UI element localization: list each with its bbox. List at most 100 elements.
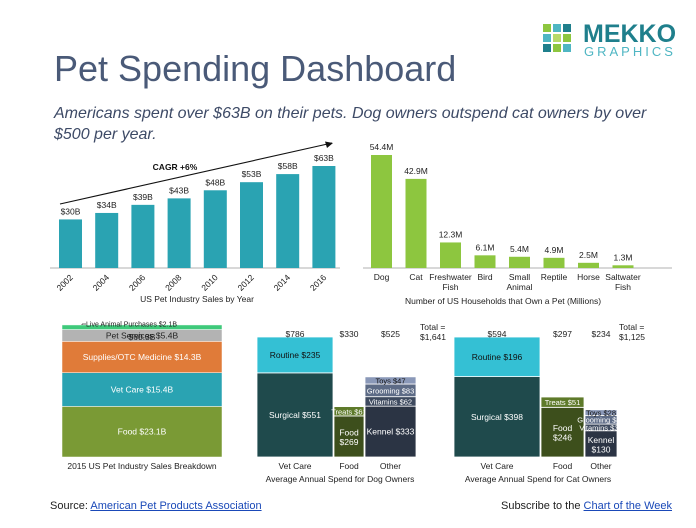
bar — [312, 166, 336, 268]
column-total-label: $330 — [340, 329, 359, 339]
data-label: 12.3M — [439, 229, 463, 239]
page-title: Pet Spending Dashboard — [54, 48, 457, 89]
tick-label: 2002 — [54, 272, 75, 293]
logo-square — [543, 44, 551, 52]
bar — [59, 219, 82, 268]
chart-title: Number of US Households that Own a Pet (… — [405, 296, 601, 306]
segment-label: Kennel $333 — [367, 427, 415, 437]
chart-title: 2015 US Pet Industry Sales Breakdown — [67, 461, 217, 471]
column-total-label: $525 — [381, 329, 400, 339]
data-label: $58B — [278, 161, 298, 171]
tick-label: Freshwater — [429, 272, 472, 282]
segment-label: $246 — [553, 433, 572, 443]
column-total-label: $234 — [592, 329, 611, 339]
data-label: $30B — [61, 206, 81, 216]
tick-label: 2012 — [235, 272, 256, 293]
segment-label: Grooming $43 — [577, 416, 625, 425]
segment-label: Pet Services $5.4B — [106, 330, 179, 340]
data-label: 54.4M — [370, 142, 394, 152]
logo-square — [553, 44, 561, 52]
tick-label: Saltwater — [605, 272, 641, 282]
column-total-label: $786 — [286, 329, 305, 339]
data-label: $34B — [97, 200, 117, 210]
data-label: $39B — [133, 192, 153, 202]
segment-label: Routine $235 — [270, 350, 321, 360]
chart-title: Average Annual Spend for Cat Owners — [465, 474, 611, 484]
grand-total-label: $1,641 — [420, 332, 446, 342]
logo-word-mekko: MEKKO — [583, 20, 677, 48]
segment-label: Vitamins $62 — [369, 397, 412, 406]
bar — [131, 204, 155, 268]
bar — [440, 242, 461, 268]
breakdown-chart: Food $23.1B Vet Care $15.4B Supplies/OTC M… — [61, 322, 223, 471]
tick-label: Animal — [507, 282, 533, 292]
stack-segment — [256, 336, 334, 374]
tick-label: Dog — [374, 272, 390, 282]
data-label: $53B — [242, 169, 262, 179]
column-label: Food — [339, 461, 359, 471]
subscribe-prefix: Subscribe to the — [500, 500, 581, 512]
segment-label: Supplies/OTC Medicine $14.3B — [83, 352, 202, 362]
bar — [578, 262, 599, 268]
bar — [95, 212, 119, 268]
bar — [543, 257, 565, 268]
source-prefix: Source: — [50, 500, 88, 512]
mekko-logo: MEKKO GRAPHICS — [543, 20, 693, 59]
tick-label: Bird — [477, 272, 492, 282]
data-label: 4.9M — [545, 245, 564, 255]
segment-label: Vitamins $33 — [579, 423, 622, 432]
tick-label: Horse — [577, 272, 600, 282]
logo-square — [563, 24, 571, 32]
data-label: $43B — [169, 185, 189, 195]
total-label: $60.3B — [129, 332, 156, 342]
stack-segment — [256, 372, 334, 458]
stack-segment — [453, 336, 541, 378]
data-label: 42.9M — [404, 166, 428, 176]
bar — [167, 198, 191, 268]
tick-label: Small — [509, 272, 530, 282]
stack-segment — [364, 376, 417, 385]
stack-segment — [540, 406, 585, 458]
logo-square — [563, 44, 571, 52]
cagr-annotation: CAGR +6% — [153, 162, 198, 172]
logo-square — [553, 24, 561, 32]
cagr-arrow-line — [59, 142, 333, 205]
tick-label: Reptile — [541, 272, 568, 282]
segment-label: Food $23.1B — [118, 427, 167, 437]
stack-segment — [540, 396, 585, 408]
source-link[interactable]: American Pet Products Association — [90, 500, 262, 512]
segment-label: Treats $51 — [545, 398, 581, 407]
tick-label: 2010 — [199, 272, 220, 293]
column-label: Other — [380, 461, 401, 471]
data-label: 2.5M — [579, 250, 598, 260]
stack-segment — [61, 406, 223, 458]
segment-label: Live Animal Purchases $2.1B — [86, 322, 177, 329]
industry-sales-chart: $30B 2002 $34B 2004 $39B 2006 $43B 2008 $48B 2010… — [50, 141, 340, 304]
column-label: Food — [553, 461, 573, 471]
bar — [203, 190, 227, 268]
tick-label: 2006 — [127, 272, 148, 293]
stack-segment — [364, 405, 417, 458]
segment-label: Toys $28 — [586, 409, 616, 418]
logo-square — [553, 34, 561, 42]
segment-label: Treats $61 — [331, 407, 367, 416]
tick-label: 2008 — [163, 272, 184, 293]
logo-square — [543, 24, 551, 32]
chart-title: US Pet Industry Sales by Year — [140, 294, 254, 304]
subscribe-link[interactable]: Chart of the Week — [583, 500, 672, 512]
page-subtitle: Americans spent over $63B on their pets.… — [54, 105, 647, 143]
segment-label: Food — [339, 427, 359, 437]
logo-word-graphics: GRAPHICS — [584, 44, 676, 59]
data-label: $48B — [205, 177, 225, 187]
source-note: Source: American Pet Products Associatio… — [50, 500, 262, 512]
data-label: $63B — [314, 153, 334, 163]
bar — [371, 155, 392, 268]
bar — [509, 256, 530, 268]
stack-segment — [584, 430, 618, 458]
dog_spend-chart: Surgical $551 Routine $235 $786 Vet Care Foo… — [256, 322, 446, 484]
cagr-arrow-head — [325, 141, 333, 148]
tick-label: Cat — [409, 272, 423, 282]
segment-label: Vet Care $15.4B — [111, 385, 174, 395]
stack-segment — [453, 376, 541, 458]
